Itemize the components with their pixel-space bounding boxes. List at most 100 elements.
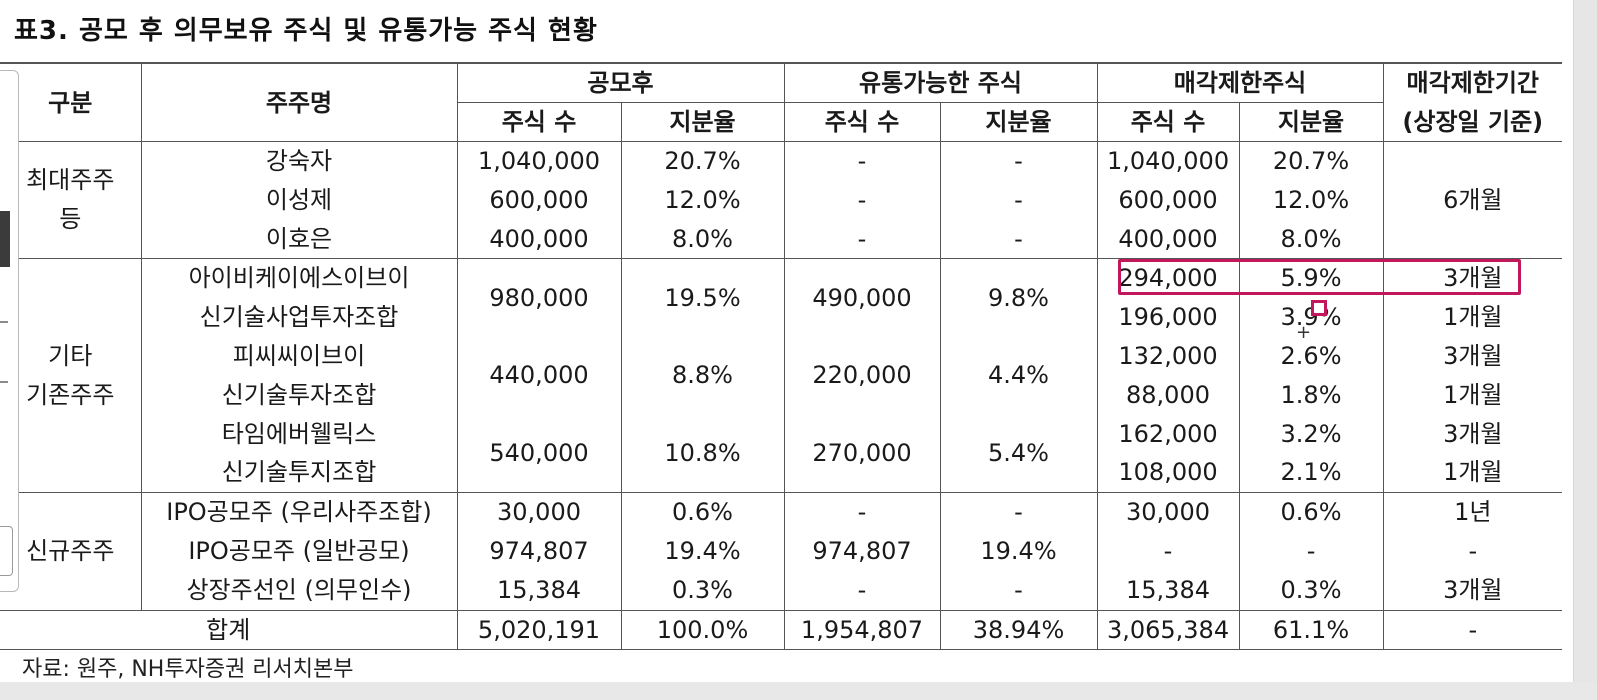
rest-ratio: 3.2% [1238, 414, 1384, 454]
category-line: 기존주주 [26, 380, 115, 409]
table-row: 기타 기존주주 아이비케이에스이브이 980,000 19.5% 490,000… [0, 258, 1563, 493]
highlight-box [1118, 259, 1521, 295]
holder-name: 이성제 [140, 180, 457, 220]
period: 1개월 [1382, 298, 1563, 337]
rest-shares: 132,000 [1096, 336, 1240, 376]
header-period-line1: 매각제한기간 [1382, 62, 1563, 103]
trade-ratio: - [939, 180, 1098, 220]
trade-ratio: 4.4% [939, 336, 1098, 415]
rest-shares: 1,040,000 [1096, 140, 1240, 181]
table-row: 타임에버웰릭스 540,000 10.8% 270,000 5.4% 162,0… [0, 414, 1563, 493]
trade-shares: - [783, 570, 940, 611]
trade-ratio: 5.4% [939, 414, 1098, 493]
trade-shares: 270,000 [783, 414, 940, 493]
post-shares: 30,000 [456, 492, 621, 532]
rest-ratio: 0.3% [1238, 570, 1384, 611]
post-shares: 440,000 [456, 336, 621, 415]
period: - [1382, 531, 1563, 571]
holder-name: 신기술투지조합 [140, 453, 457, 493]
table-row: 신규주주 IPO공모주 (우리사주조합) 30,000 0.6% - - 30,… [0, 492, 1563, 611]
vertical-scrollbar[interactable] [1573, 0, 1597, 700]
table-row: 신기술투자조합 88,000 1.8% 1개월 [0, 375, 1563, 415]
holder-name: 상장주선인 (의무인수) [140, 570, 457, 611]
trade-shares: 974,807 [783, 531, 940, 571]
post-shares: 400,000 [456, 219, 621, 259]
table-row: IPO공모주 (일반공모) 974,807 19.4% 974,807 19.4… [0, 531, 1563, 571]
selection-handle-icon[interactable] [1311, 300, 1327, 316]
period: 6개월 [1382, 140, 1563, 259]
header-restricted: 매각제한주식 [1096, 62, 1384, 103]
holder-name: 피씨씨이브이 [140, 336, 457, 376]
table-row: 상장주선인 (의무인수) 15,384 0.3% - - 15,384 0.3%… [0, 570, 1563, 611]
holder-name: 이호은 [140, 219, 457, 259]
total-trade-shares: 1,954,807 [783, 609, 940, 651]
post-shares: 980,000 [456, 258, 621, 337]
total-post-ratio: 100.0% [620, 609, 784, 651]
bottom-bar [0, 682, 1597, 700]
period: 3개월 [1382, 570, 1563, 611]
period: 1개월 [1382, 375, 1563, 415]
category-cell: 최대주주 등 [0, 140, 141, 259]
rest-shares: 196,000 [1096, 298, 1240, 337]
post-shares: 600,000 [456, 180, 621, 220]
total-rest-shares: 3,065,384 [1096, 609, 1240, 651]
header-period-line2: (상장일 기준) [1382, 102, 1563, 142]
period: 1개월 [1382, 453, 1563, 493]
panel-button[interactable] [0, 526, 13, 576]
post-shares: 1,040,000 [456, 140, 621, 181]
header-ratio: 지분율 [1238, 102, 1384, 142]
trade-shares: - [783, 140, 940, 181]
period: 3개월 [1382, 414, 1563, 454]
holder-name: IPO공모주 (일반공모) [140, 531, 457, 571]
holder-name: 아이비케이에스이브이 [140, 258, 457, 299]
category-cell: 신규주주 [0, 492, 141, 611]
rest-shares: 600,000 [1096, 180, 1240, 220]
panel-tab[interactable] [0, 211, 10, 267]
side-panel[interactable] [0, 70, 19, 592]
rest-ratio: 8.0% [1238, 219, 1384, 259]
period: 1년 [1382, 492, 1563, 532]
source-note: 자료: 원주, NH투자증권 리서치본부 [22, 657, 354, 682]
rest-shares: 30,000 [1096, 492, 1240, 532]
post-ratio: 8.0% [620, 219, 784, 259]
post-ratio: 0.6% [620, 492, 784, 532]
trade-shares: 490,000 [783, 258, 940, 337]
trade-ratio: - [939, 492, 1098, 532]
table-row: 피씨씨이브이 440,000 8.8% 220,000 4.4% 132,000… [0, 336, 1563, 415]
table-row: 신기술투지조합 108,000 2.1% 1개월 [0, 453, 1563, 493]
post-ratio: 0.3% [620, 570, 784, 611]
header-category: 구분 [0, 62, 141, 142]
header-shares: 주식 수 [1096, 102, 1240, 142]
rest-shares: - [1096, 531, 1240, 571]
trade-ratio: - [939, 570, 1098, 611]
total-label: 합계 [0, 609, 457, 651]
rest-ratio: 2.1% [1238, 453, 1384, 493]
trade-ratio: - [939, 219, 1098, 259]
rest-shares: 400,000 [1096, 219, 1240, 259]
table-row: 신기술사업투자조합 196,000 3.9% 1개월 [0, 298, 1563, 337]
rest-shares: 15,384 [1096, 570, 1240, 611]
trade-shares: 220,000 [783, 336, 940, 415]
post-ratio: 19.5% [620, 258, 784, 337]
shareholding-table: 구분 주주명 공모후 유통가능한 주식 매각제한주식 매각제한기간 주식 수 지… [0, 62, 1563, 651]
header-ratio: 지분율 [939, 102, 1098, 142]
table-row: 이호은 400,000 8.0% - - 400,000 8.0% [0, 219, 1562, 259]
total-post-shares: 5,020,191 [456, 609, 621, 651]
category-cell: 기타 기존주주 [0, 258, 141, 493]
trade-ratio: - [939, 140, 1098, 181]
trade-ratio: 9.8% [939, 258, 1098, 337]
rest-ratio: 2.6% [1238, 336, 1384, 376]
table-row: 이성제 600,000 12.0% - - 600,000 12.0% [0, 180, 1562, 220]
rest-ratio: 1.8% [1238, 375, 1384, 415]
post-ratio: 12.0% [620, 180, 784, 220]
panel-handle-icon [0, 381, 8, 383]
rest-ratio: 20.7% [1238, 140, 1384, 181]
panel-handle-icon [0, 321, 8, 323]
table-title: 표3. 공모 후 의무보유 주식 및 유통가능 주식 현황 [14, 16, 598, 46]
trade-shares: - [783, 492, 940, 532]
trade-shares: - [783, 180, 940, 220]
post-shares: 540,000 [456, 414, 621, 493]
post-shares: 974,807 [456, 531, 621, 571]
post-shares: 15,384 [456, 570, 621, 611]
holder-name: 신기술투자조합 [140, 375, 457, 415]
